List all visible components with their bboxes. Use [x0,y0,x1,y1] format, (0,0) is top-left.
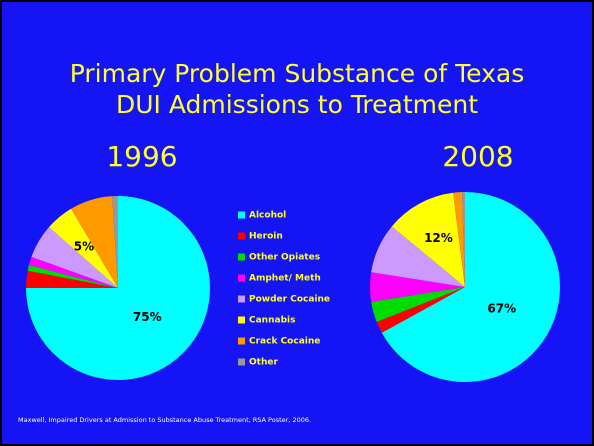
pie-slice [112,196,118,288]
pie-title: 1996 [106,140,177,173]
source: Maxwell, Impaired Drivers at Admission t… [18,416,311,424]
pie-slice [462,192,465,287]
data-label: 75% [133,310,162,324]
pie-slice [26,270,118,288]
legend-swatch [238,358,245,366]
pie-slice [27,265,118,288]
pie-slice [31,227,119,288]
pie-slice [391,192,465,287]
legend-label: Heroin [249,232,283,242]
legend-label: Crack Cocaine [249,337,320,347]
pie-slice [370,272,465,302]
data-label: 5% [74,239,94,253]
title-line: Primary Problem Substance of Texas [70,59,525,88]
data-label: 12% [424,231,453,245]
pie-slice [453,192,465,287]
pie-slice [371,226,465,287]
pie-slice [48,208,119,288]
legend-label: Alcohol [249,211,286,221]
pie-slice [381,192,561,383]
pie-title: 2008 [442,140,513,173]
legend-swatch [238,316,245,324]
legend-swatch [238,232,245,240]
pie-slice [28,256,118,288]
legend-label: Other [249,358,278,368]
legend-swatch [238,337,245,345]
legend-label: Cannabis [249,316,295,326]
pie-slice [376,287,465,333]
legend-label: Other Opiates [249,253,320,263]
pie-slice [71,196,118,288]
title-line: DUI Admissions to Treatment [116,90,478,119]
data-label: 67% [487,301,516,315]
legend-swatch [238,211,245,219]
legend-label: Amphet/ Meth [249,274,321,284]
pie-slice [371,287,465,322]
legend-swatch [238,274,245,282]
legend-swatch [238,253,245,261]
legend-label: Powder Cocaine [249,295,330,305]
legend-swatch [238,295,245,303]
